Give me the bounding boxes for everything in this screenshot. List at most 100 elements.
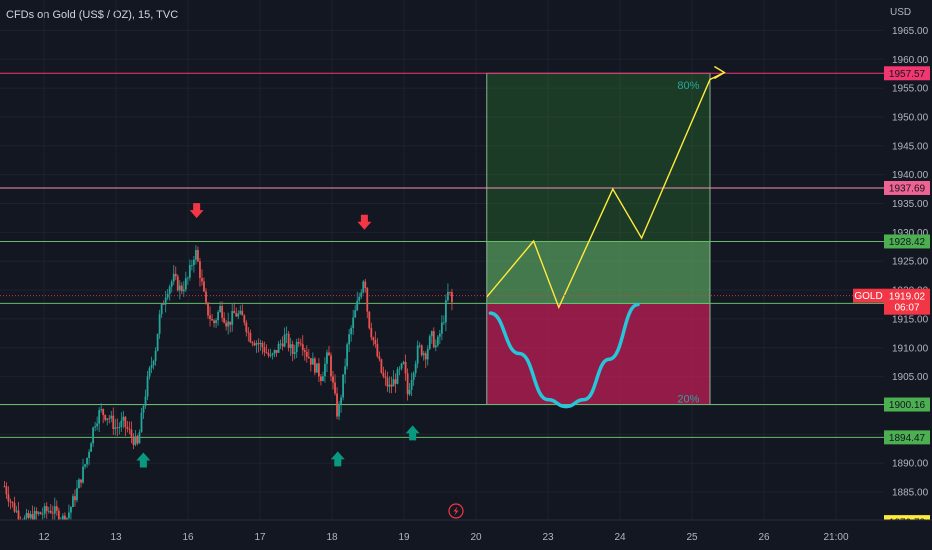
candle-body — [164, 297, 167, 305]
candle-body — [384, 376, 387, 378]
candle-body — [146, 376, 149, 397]
price-axis-bg — [884, 0, 932, 550]
time-tick-label: 24 — [614, 532, 626, 543]
candle-body — [223, 317, 226, 323]
candle-body — [84, 464, 86, 467]
candle-body — [142, 406, 145, 413]
candle-body — [55, 506, 58, 511]
candle-body — [374, 340, 377, 345]
candle-body — [170, 281, 173, 287]
candle-body — [49, 510, 52, 513]
candle-body — [396, 369, 399, 384]
candle-body — [334, 382, 336, 394]
curve-drawing — [488, 302, 640, 409]
candle-body — [27, 513, 30, 518]
candle-body — [176, 276, 179, 291]
candle-body — [255, 343, 258, 346]
candle-body — [356, 300, 359, 311]
candle-body — [193, 259, 195, 266]
candle-body — [277, 343, 280, 353]
candle-body — [225, 322, 228, 327]
candle-body — [132, 436, 135, 445]
symbol-tag-text: GOLD — [854, 291, 882, 302]
candle-body — [166, 293, 169, 298]
candle-body — [112, 415, 115, 429]
level-tag-bg — [884, 397, 930, 412]
horizontal-levels[interactable] — [0, 72, 884, 523]
candle-body — [322, 376, 324, 381]
candle-body — [247, 331, 250, 333]
candle-body — [90, 443, 92, 452]
candle-body — [106, 418, 109, 420]
candle-body — [368, 311, 371, 329]
candle-body — [445, 300, 447, 323]
lightning-icon — [448, 503, 464, 519]
candle-body — [434, 345, 437, 348]
arrow-up-icon — [330, 451, 345, 467]
candle-body — [297, 341, 300, 344]
price-tick-label: 1935.00 — [892, 199, 929, 210]
candle-body — [430, 331, 433, 337]
candle-body — [7, 494, 10, 502]
candle-body — [281, 343, 284, 347]
candle-body — [265, 352, 268, 354]
arrow-down-icon — [189, 203, 204, 219]
price-tick-label: 1930.00 — [892, 228, 929, 239]
level-tag-bg — [884, 66, 930, 81]
candle-body — [315, 363, 318, 373]
candle-body — [394, 379, 397, 384]
candle-body — [207, 302, 209, 316]
time-axis[interactable]: 12 13 16 17 18 19 20 23 24 25 26 21:00 — [0, 519, 932, 550]
percent-label: 80% — [677, 80, 699, 92]
candle-body — [72, 496, 74, 508]
candle-body — [190, 265, 193, 266]
candle-body — [386, 377, 389, 387]
candle-body — [17, 510, 20, 521]
level-tag-bg — [884, 180, 930, 195]
candle-body — [136, 436, 139, 444]
level-tag-text: 1900.16 — [889, 400, 926, 411]
candle-body — [227, 321, 230, 327]
candle-body — [152, 361, 155, 365]
level-price-tag: 1894.47 — [884, 430, 930, 445]
candle-body — [124, 416, 127, 427]
zone-box — [486, 72, 711, 242]
candle-body — [138, 432, 141, 444]
time-tick-label: 20 — [470, 532, 482, 543]
candle-body — [188, 265, 191, 278]
candle-body — [53, 506, 56, 514]
candle-body — [199, 261, 201, 278]
lightning-bolt — [453, 506, 459, 516]
grid — [0, 0, 884, 520]
candle-body — [239, 310, 242, 314]
candle-body — [39, 512, 42, 515]
candle-body — [364, 281, 367, 289]
candle-body — [317, 363, 320, 377]
candle-body — [410, 380, 413, 390]
candle-body — [241, 310, 244, 316]
candle-body — [408, 389, 411, 395]
candle-body — [348, 334, 351, 345]
candle-body — [120, 420, 123, 427]
candle-body — [442, 322, 445, 324]
candle-body — [70, 507, 72, 513]
candle-body — [213, 320, 215, 324]
candle-body — [372, 337, 375, 341]
candle-body — [338, 404, 340, 417]
candle-body — [299, 343, 302, 345]
candle-body — [451, 292, 453, 303]
time-tick-label: 19 — [398, 532, 410, 543]
candle-body — [128, 428, 131, 430]
candle-body — [98, 410, 101, 424]
candle-body — [86, 457, 88, 465]
candle-body — [88, 451, 90, 458]
candle-body — [35, 511, 38, 514]
candle-body — [422, 353, 425, 356]
candle-body — [267, 352, 270, 356]
candle-body — [33, 511, 36, 523]
candle-body — [172, 273, 175, 282]
time-tick-label: 12 — [38, 532, 50, 543]
candle-body — [309, 358, 312, 365]
